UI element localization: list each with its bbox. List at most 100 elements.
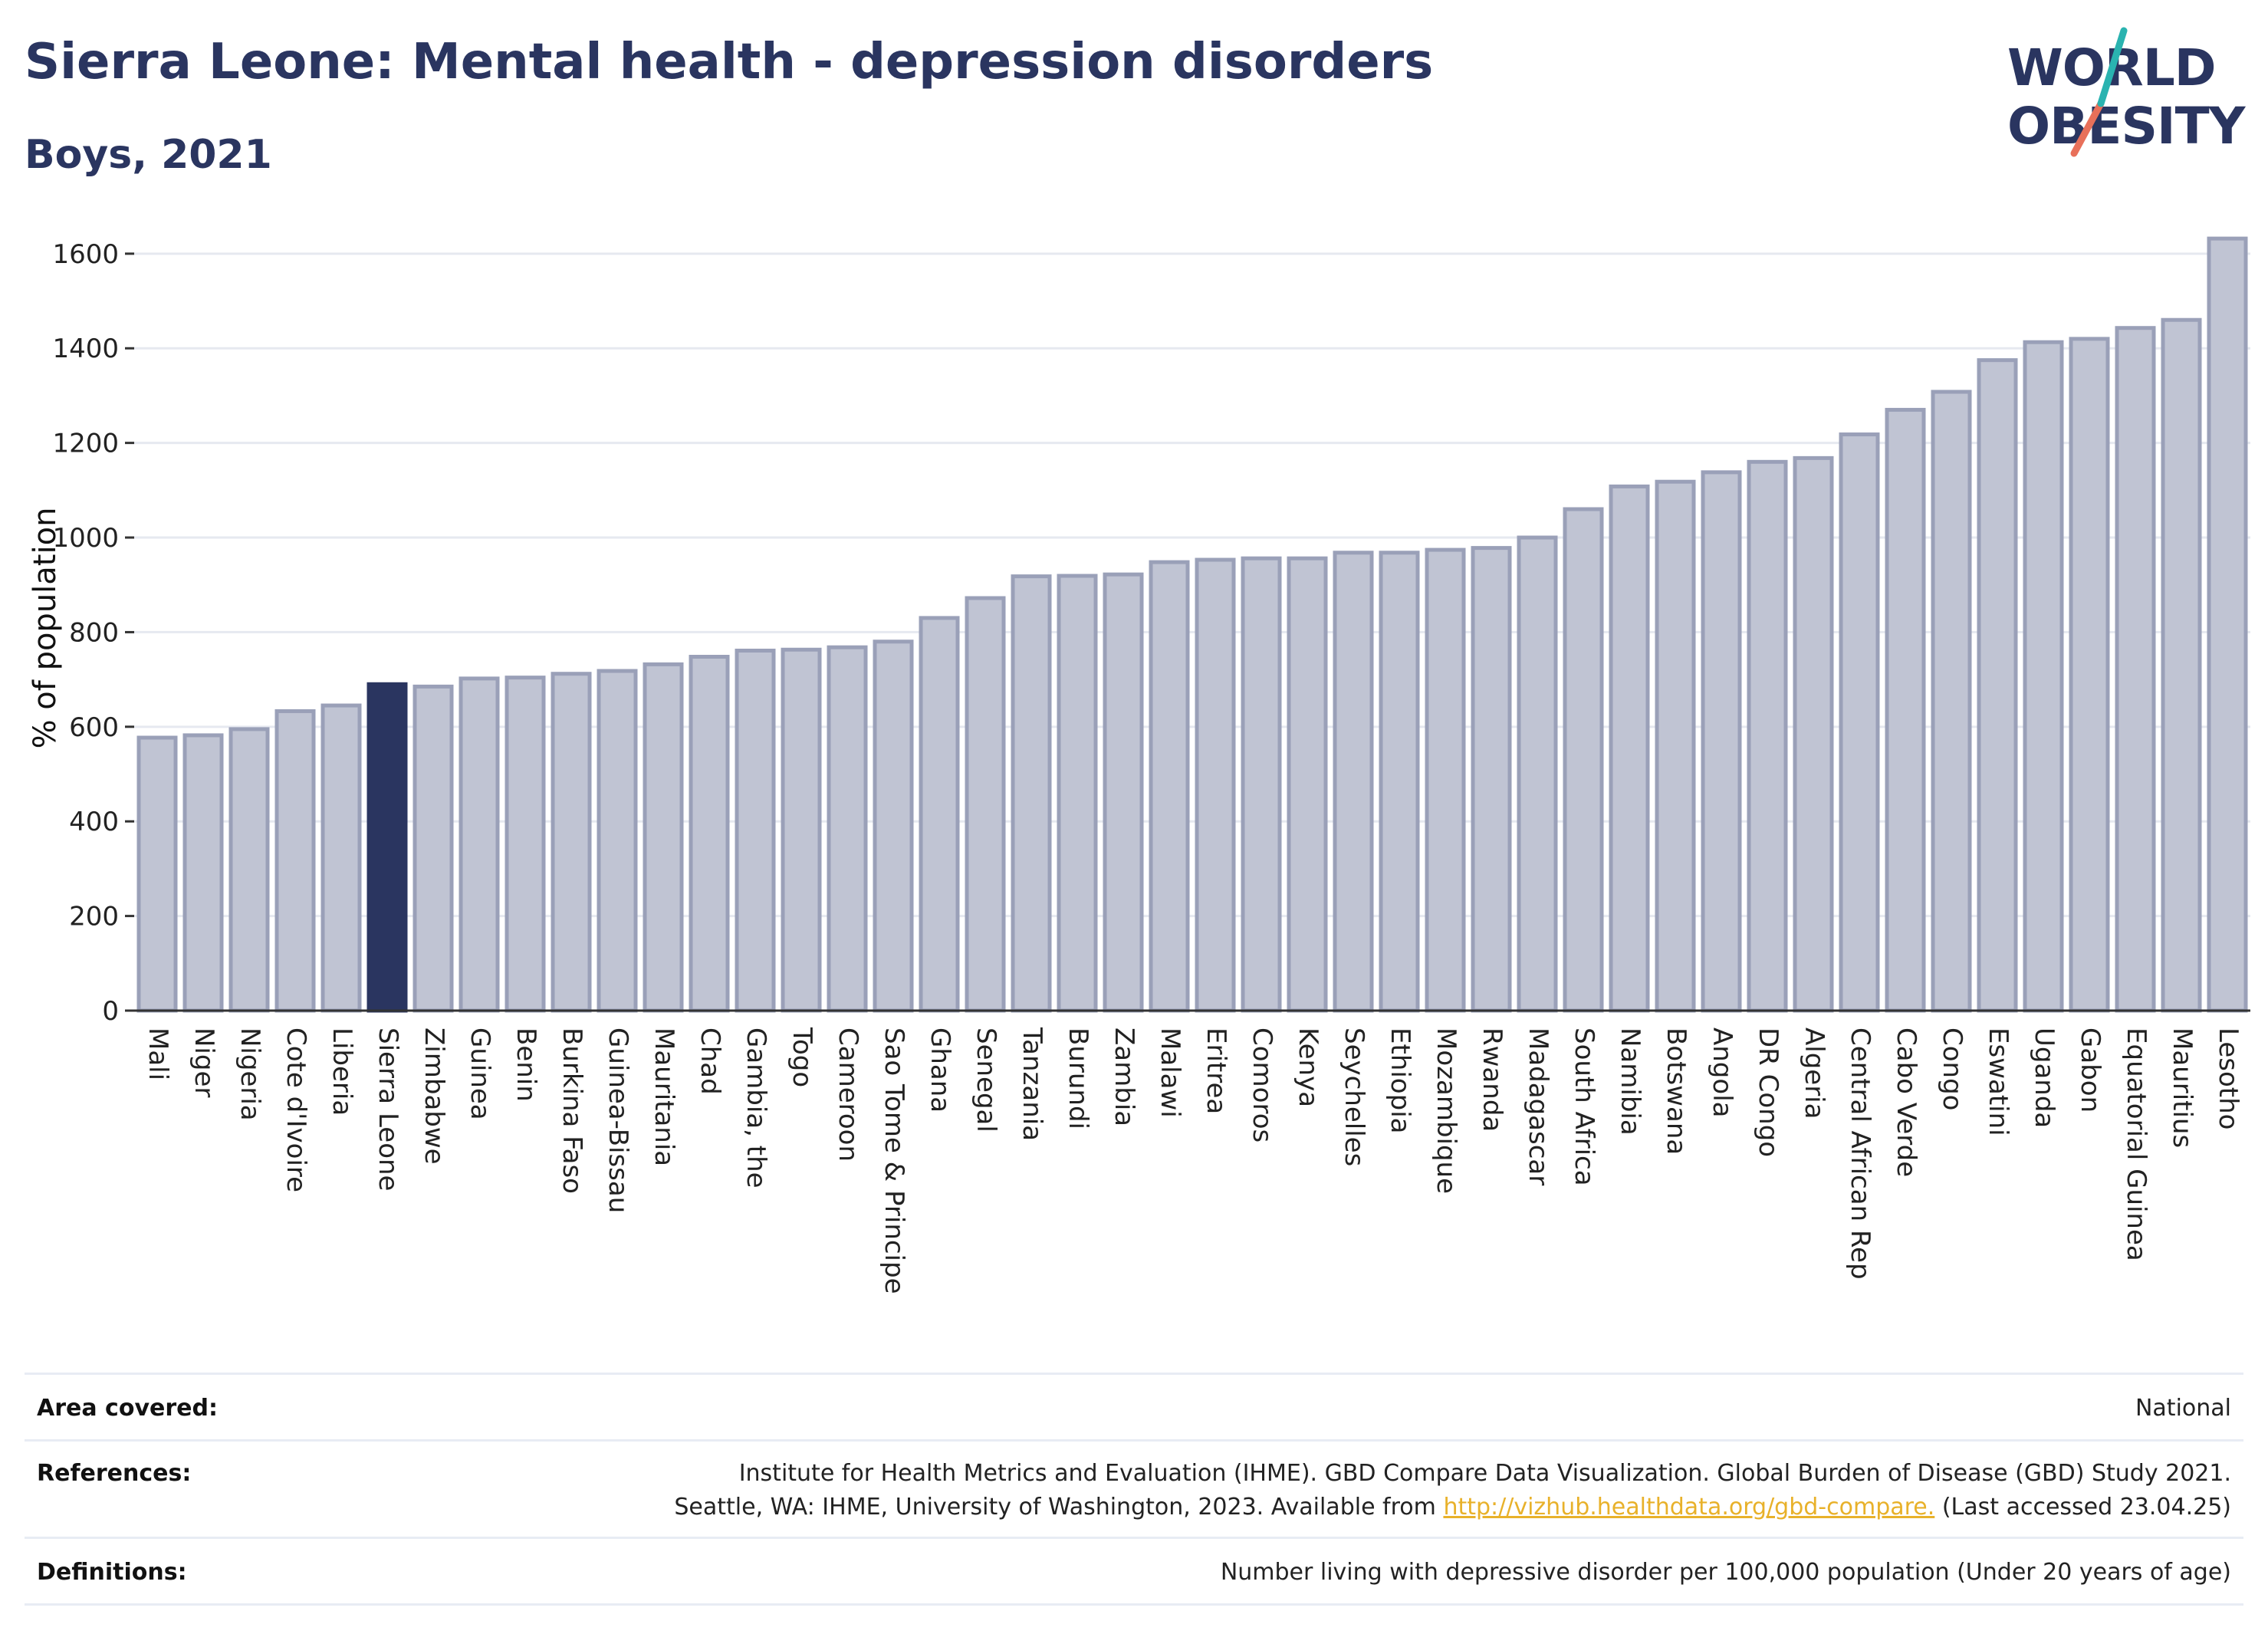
references-label: References: — [37, 1460, 192, 1487]
y-tick-label: 1400 — [52, 334, 119, 364]
bar-ethiopia[interactable] — [1379, 551, 1420, 1013]
bar-burundi[interactable] — [1057, 574, 1098, 1013]
x-tick-label: Cote d'Ivoire — [281, 1027, 311, 1192]
x-tick-label: Mauritania — [649, 1027, 679, 1166]
bar-guinea-bissau[interactable] — [597, 669, 638, 1013]
x-tick-label: Comoros — [1247, 1027, 1277, 1142]
x-tick-label: Sierra Leone — [373, 1027, 403, 1191]
bar-cote-d-ivoire[interactable] — [274, 709, 316, 1013]
bar-senegal[interactable] — [965, 596, 1006, 1013]
x-tick-label: Tanzania — [1017, 1027, 1047, 1141]
footer-row-area: Area covered: National — [25, 1373, 2243, 1439]
bar-eswatini[interactable] — [1977, 358, 2018, 1013]
chart-title: Sierra Leone: Mental health - depression… — [25, 34, 1434, 90]
bar-gambia-the[interactable] — [735, 648, 776, 1013]
bars — [136, 236, 2248, 1013]
x-tick-label: Cameroon — [833, 1027, 863, 1162]
x-tick-label: Namibia — [1615, 1027, 1645, 1136]
bar-congo[interactable] — [1931, 390, 1972, 1013]
x-tick-label: Gambia, the — [741, 1027, 771, 1189]
bar-mozambique[interactable] — [1425, 547, 1466, 1013]
bar-liberia[interactable] — [320, 703, 362, 1013]
x-tick-label: Gabon — [2075, 1027, 2105, 1113]
y-tick-label: 1200 — [52, 429, 119, 459]
x-tick-label: Zambia — [1109, 1027, 1139, 1126]
logo-line2: OBESITY — [2007, 97, 2245, 156]
y-tick-label: 400 — [69, 807, 119, 837]
bar-zimbabwe[interactable] — [413, 684, 454, 1013]
bar-algeria[interactable] — [1793, 455, 1834, 1013]
x-tick-label: South Africa — [1569, 1027, 1599, 1186]
x-tick-label: Botswana — [1661, 1027, 1691, 1155]
bar-kenya[interactable] — [1287, 556, 1328, 1013]
bar-eritrea[interactable] — [1195, 557, 1236, 1013]
chart-subtitle: Boys, 2021 — [25, 132, 272, 178]
x-tick-label: Central African Rep — [1845, 1027, 1875, 1280]
definitions-label: Definitions: — [37, 1559, 187, 1586]
bar-mali[interactable] — [136, 735, 178, 1013]
bar-dr-congo[interactable] — [1747, 459, 1788, 1013]
bar-malawi[interactable] — [1149, 560, 1190, 1013]
x-tick-label: Benin — [511, 1027, 541, 1102]
x-tick-label: Ghana — [925, 1027, 955, 1113]
bar-benin[interactable] — [505, 676, 546, 1013]
bar-south-africa[interactable] — [1563, 507, 1604, 1013]
world-obesity-logo: WORLD OBESITY — [1994, 23, 2254, 169]
x-tick-label: Mauritius — [2167, 1027, 2197, 1148]
x-tick-label: Kenya — [1293, 1027, 1323, 1107]
area-value: National — [2135, 1395, 2231, 1422]
bar-togo[interactable] — [781, 647, 822, 1013]
references-link[interactable]: http://vizhub.healthdata.org/gbd-compare… — [1443, 1494, 1935, 1521]
bar-seychelles[interactable] — [1333, 551, 1374, 1013]
bar-chad[interactable] — [689, 655, 730, 1013]
x-tick-label: Congo — [1937, 1027, 1967, 1110]
references-line2-pre: Seattle, WA: IHME, University of Washing… — [674, 1494, 1436, 1521]
bar-cabo-verde[interactable] — [1885, 407, 1926, 1013]
bar-zambia[interactable] — [1103, 572, 1144, 1013]
x-tick-label: Cabo Verde — [1891, 1027, 1921, 1177]
bar-sierra-leone[interactable] — [366, 682, 408, 1013]
bar-angola[interactable] — [1701, 470, 1742, 1013]
bar-botswana[interactable] — [1655, 479, 1696, 1013]
bar-gabon[interactable] — [2069, 337, 2110, 1013]
definitions-value: Number living with depressive disorder p… — [1220, 1559, 2231, 1586]
x-tick-label: Nigeria — [235, 1027, 265, 1121]
bar-burkina-faso[interactable] — [551, 672, 592, 1013]
footer-table: Area covered: National References: Insti… — [25, 1373, 2243, 1606]
x-tick-label: Rwanda — [1477, 1027, 1507, 1132]
bar-ghana[interactable] — [919, 616, 960, 1013]
bar-equatorial-guinea[interactable] — [2115, 326, 2156, 1013]
bar-central-african-rep[interactable] — [1839, 432, 1880, 1013]
x-tick-label: Mozambique — [1431, 1027, 1461, 1194]
y-tick-label: 1000 — [52, 523, 119, 554]
x-tick-label: Zimbabwe — [419, 1027, 449, 1165]
bar-sao-tome-principe[interactable] — [873, 639, 914, 1013]
x-tick-label: Angola — [1707, 1027, 1737, 1117]
x-tick-label: Senegal — [971, 1027, 1001, 1133]
x-tick-label: Chad — [695, 1027, 725, 1095]
y-tick-label: 0 — [102, 996, 119, 1027]
bar-rwanda[interactable] — [1471, 546, 1512, 1013]
bar-mauritania[interactable] — [643, 662, 684, 1013]
bar-guinea[interactable] — [459, 676, 500, 1013]
x-tick-label: Eswatini — [1983, 1027, 2013, 1136]
x-tick-label: Uganda — [2029, 1027, 2059, 1128]
footer-row-references: References: Institute for Health Metrics… — [25, 1439, 2243, 1537]
bar-namibia[interactable] — [1609, 484, 1650, 1013]
bar-cameroon[interactable] — [827, 645, 868, 1013]
references-line2-post: (Last accessed 23.04.25) — [1941, 1494, 2231, 1521]
bar-nigeria[interactable] — [228, 727, 270, 1013]
x-axis-labels: Mali Niger Nigeria Cote d'Ivoire Liberia Sier… — [143, 1027, 2243, 1294]
footer-row-definitions: Definitions: Number living with depressi… — [25, 1537, 2243, 1606]
x-tick-label: Burundi — [1063, 1027, 1093, 1129]
bar-mauritius[interactable] — [2161, 317, 2202, 1013]
bar-tanzania[interactable] — [1011, 574, 1052, 1013]
bar-niger[interactable] — [182, 733, 224, 1013]
x-tick-label: Algeria — [1799, 1027, 1829, 1119]
bar-comoros[interactable] — [1241, 556, 1282, 1013]
bar-uganda[interactable] — [2023, 340, 2064, 1013]
bar-madagascar[interactable] — [1517, 535, 1558, 1013]
x-tick-label: Seychelles — [1339, 1027, 1369, 1166]
bar-lesotho[interactable] — [2207, 236, 2248, 1013]
x-tick-label: Sao Tome & Principe — [879, 1027, 909, 1294]
